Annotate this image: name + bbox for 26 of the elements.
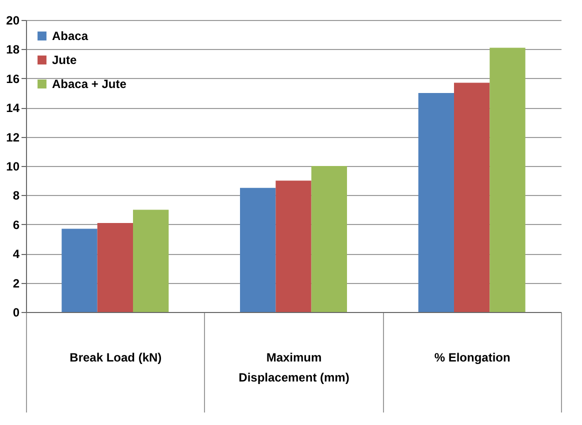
legend-label: Jute (52, 53, 77, 67)
bar (133, 210, 169, 312)
bar (490, 48, 526, 312)
y-tick-label: 14 (6, 101, 20, 116)
bar (62, 228, 98, 312)
y-tick-label: 16 (6, 72, 20, 86)
bar (418, 93, 454, 312)
x-tick-label: Break Load (kN) (70, 350, 162, 364)
y-tick-label: 6 (12, 218, 20, 232)
y-tick-label: 2 (12, 276, 20, 290)
bar (454, 82, 490, 312)
y-tick-label: 12 (6, 130, 20, 144)
y-tick-label: 18 (6, 42, 20, 57)
legend-label: Abaca + Jute (52, 77, 127, 91)
x-tick-label: % Elongation (434, 350, 510, 364)
legend-label: Abaca (52, 29, 88, 43)
bar (311, 166, 347, 312)
bar (276, 180, 312, 312)
y-tick-label: 8 (12, 188, 20, 203)
y-tick-label: 4 (12, 247, 20, 262)
bar (97, 222, 133, 312)
y-tick-label: 20 (6, 14, 20, 28)
bar (240, 188, 276, 312)
x-tick-label: Maximum Displacement (mm) (238, 350, 350, 384)
y-tick-label: 0 (12, 306, 20, 320)
y-tick-label: 10 (6, 160, 20, 174)
